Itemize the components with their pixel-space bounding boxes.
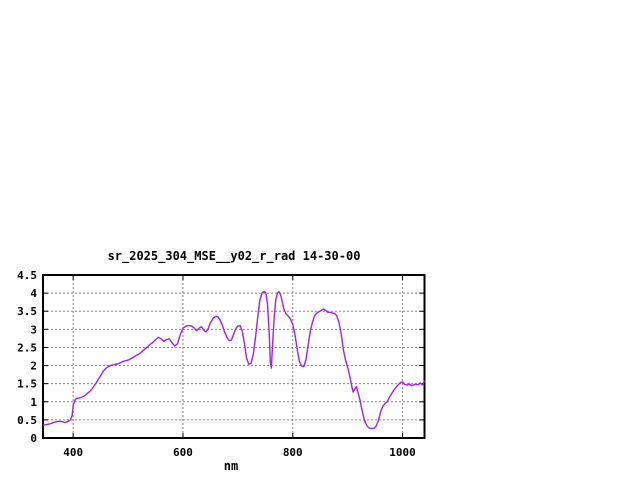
y-tick-label: 1.5 bbox=[17, 378, 37, 391]
y-tick-label: 3.5 bbox=[17, 305, 37, 318]
y-tick-label: 1 bbox=[30, 396, 37, 409]
y-tick-label: 4.5 bbox=[17, 269, 37, 282]
x-tick-label: 600 bbox=[173, 446, 193, 459]
y-tick-label: 0.5 bbox=[17, 414, 37, 427]
x-tick-label: 400 bbox=[63, 446, 83, 459]
chart-title: sr_2025_304_MSE__y02_r_rad 14-30-00 bbox=[107, 249, 361, 263]
y-tick-label: 3 bbox=[30, 323, 37, 336]
x-tick-label: 1000 bbox=[389, 446, 416, 459]
y-tick-label: 2.5 bbox=[17, 341, 37, 354]
x-axis-label: nm bbox=[223, 459, 239, 473]
x-tick-label: 800 bbox=[283, 446, 303, 459]
data-line-spectral-radiance bbox=[42, 290, 426, 430]
y-tick-label: 4 bbox=[30, 287, 37, 300]
plot-border bbox=[42, 274, 426, 439]
y-tick-label: 0 bbox=[30, 432, 37, 445]
y-tick-label: 2 bbox=[30, 360, 37, 373]
